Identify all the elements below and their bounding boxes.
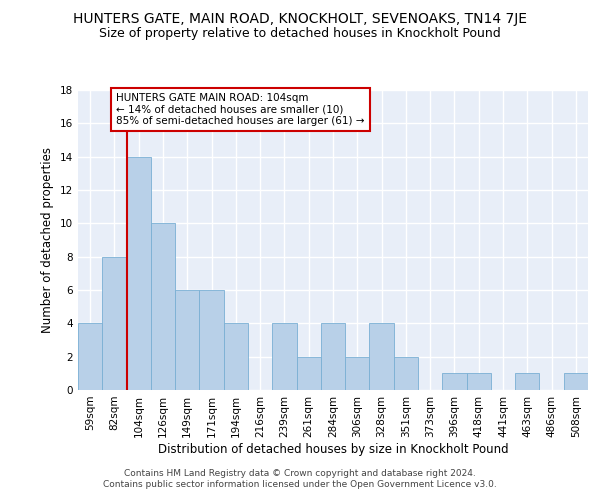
Text: HUNTERS GATE, MAIN ROAD, KNOCKHOLT, SEVENOAKS, TN14 7JE: HUNTERS GATE, MAIN ROAD, KNOCKHOLT, SEVE… [73,12,527,26]
Bar [102,256,127,390]
Text: HUNTERS GATE MAIN ROAD: 104sqm
← 14% of detached houses are smaller (10)
85% of : HUNTERS GATE MAIN ROAD: 104sqm ← 14% of … [116,93,365,126]
Bar [175,290,199,390]
Bar [151,224,175,390]
Bar [370,324,394,390]
Bar [394,356,418,390]
Bar [564,374,588,390]
Text: Contains HM Land Registry data © Crown copyright and database right 2024.: Contains HM Land Registry data © Crown c… [124,468,476,477]
X-axis label: Distribution of detached houses by size in Knockholt Pound: Distribution of detached houses by size … [158,442,508,456]
Bar [78,324,102,390]
Bar [199,290,224,390]
Text: Size of property relative to detached houses in Knockholt Pound: Size of property relative to detached ho… [99,28,501,40]
Bar [224,324,248,390]
Bar [321,324,345,390]
Bar [296,356,321,390]
Y-axis label: Number of detached properties: Number of detached properties [41,147,55,333]
Bar [127,156,151,390]
Bar [515,374,539,390]
Bar [467,374,491,390]
Bar [442,374,467,390]
Bar [345,356,370,390]
Bar [272,324,296,390]
Text: Contains public sector information licensed under the Open Government Licence v3: Contains public sector information licen… [103,480,497,489]
